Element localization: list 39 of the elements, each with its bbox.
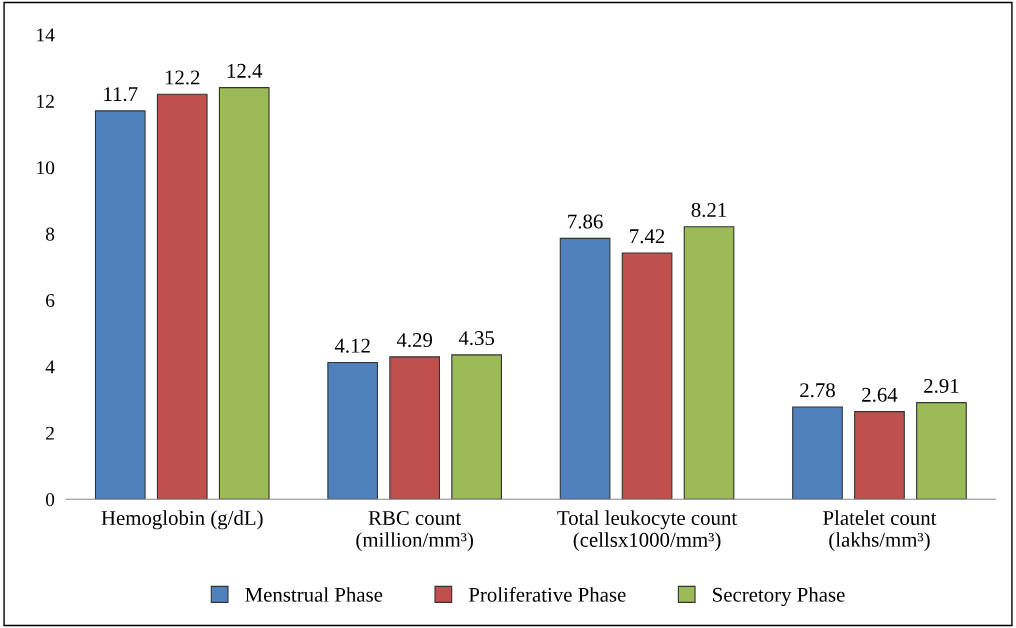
x-tick-label: RBC count (million/mm³) [356,511,473,552]
data-label: 2.91 [924,378,959,393]
legend-label: Secretory Phase [713,587,845,607]
data-label: 2.64 [862,387,898,402]
y-tick-label: 2 [46,426,54,440]
bar [451,354,502,500]
y-tick-label: 10 [37,161,55,175]
bar [683,226,735,500]
bar [621,252,673,500]
data-label: 12.2 [165,70,200,85]
legend-label: Proliferative Phase [468,586,626,602]
bar [792,406,843,500]
x-tick-label: Total leukocyte count (cellsx1000/mm³) [557,510,738,552]
y-tick-label: 6 [46,293,55,308]
y-tick-label: 8 [45,227,55,241]
data-label: 11.7 [104,87,138,102]
data-label: 8.21 [691,202,727,218]
bar [916,402,967,500]
data-label: 4.29 [396,333,433,348]
x-tick-label: Hemoglobin (g/dL) [101,510,263,530]
legend-label: Menstrual Phase [245,587,383,602]
y-tick-label: 12 [37,94,54,108]
data-label: 4.12 [334,338,370,353]
y-tick-label: 0 [45,493,55,507]
bar [854,411,905,500]
data-label: 12.4 [227,63,263,78]
data-label: 7.42 [630,229,665,244]
y-tick-label: 14 [37,28,55,42]
bar [327,361,379,500]
data-label: 4.35 [458,331,495,346]
bar [389,356,441,500]
x-tick-label: Platelet count (lakhs/mm³) [823,510,937,552]
data-label: 2.78 [800,383,835,398]
data-label: 7.86 [568,214,603,229]
bar [156,93,208,500]
bar [94,110,146,500]
y-tick-label: 4 [45,360,55,374]
bar [559,237,611,500]
bar [218,87,270,500]
